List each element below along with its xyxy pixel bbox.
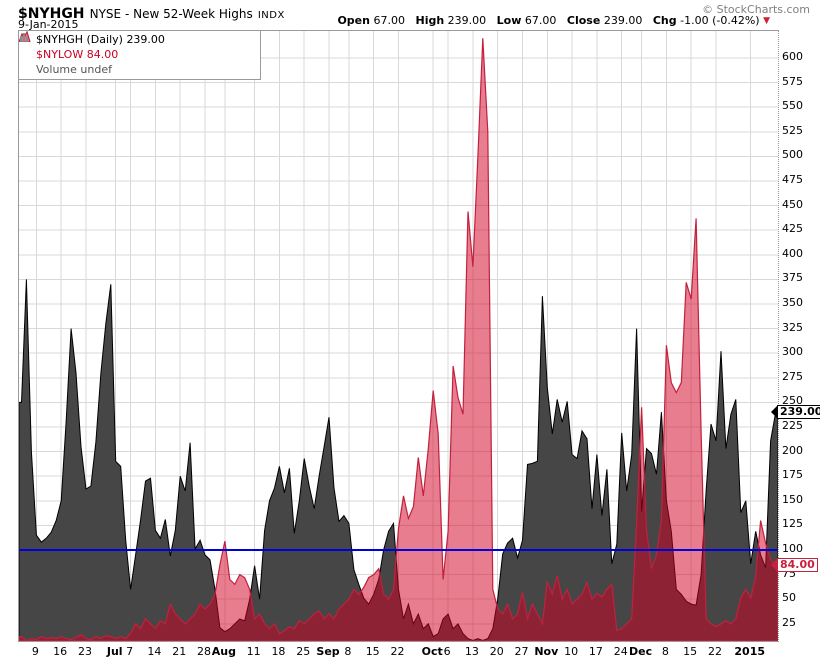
- x-axis-label: 8: [344, 645, 352, 658]
- plot-svg: [19, 31, 778, 641]
- marker-value: 239.00: [777, 405, 820, 420]
- x-axis-label: 15: [683, 645, 698, 658]
- open-value: 67.00: [373, 14, 405, 27]
- x-axis-label: 16: [53, 645, 68, 658]
- volume-legend-value: undef: [80, 63, 112, 76]
- y-axis-label: 600: [782, 50, 803, 63]
- y-axis-label: 125: [782, 517, 803, 531]
- x-axis-label: 11: [246, 645, 261, 658]
- y-axis-label: 400: [782, 246, 803, 260]
- legend-row-nylow: $NYLOW 84.00: [19, 31, 260, 62]
- volume-legend-label: Volume: [36, 63, 77, 76]
- chart-title: $NYHGH NYSE - New 52-Week Highs INDX: [18, 3, 285, 22]
- plot-area: $NYHGH (Daily) 239.00 $NYLOW 84.00 Volum…: [18, 30, 779, 642]
- x-axis-label: 14: [147, 645, 162, 658]
- x-axis-label: 24: [613, 645, 628, 658]
- x-axis-label: Sep: [316, 645, 340, 658]
- y-axis-label: 450: [782, 197, 803, 211]
- open-label: Open: [337, 14, 370, 27]
- y-axis-label: 25: [782, 615, 796, 629]
- high-label: High: [415, 14, 445, 27]
- y-axis-label: 200: [782, 443, 803, 457]
- y-axis-label: 375: [782, 271, 803, 285]
- volume-bars-icon: [20, 33, 34, 75]
- x-axis-label: 7: [126, 645, 134, 658]
- close-value: 239.00: [603, 14, 643, 27]
- chart-legend: $NYHGH (Daily) 239.00 $NYLOW 84.00 Volum…: [19, 31, 261, 80]
- nylow-legend-label: $NYLOW: [36, 48, 84, 61]
- x-axis-label: Aug: [211, 645, 236, 658]
- exchange-description: NYSE - New 52-Week Highs: [89, 7, 253, 21]
- x-axis-label: 10: [564, 645, 579, 658]
- close-label: Close: [566, 14, 601, 27]
- change-label: Chg: [652, 14, 677, 27]
- price-marker-nylow: 84.00: [771, 557, 818, 572]
- x-axis-label: 8: [661, 645, 669, 658]
- x-axis-label: 2015: [734, 645, 766, 658]
- nyhgh-legend-value: 239.00: [126, 33, 165, 46]
- y-axis-label: 300: [782, 345, 803, 359]
- y-axis-label: 425: [782, 222, 803, 236]
- nylow-legend-value: 84.00: [86, 48, 119, 61]
- change-value: -1.00 (-0.42%): [680, 14, 760, 27]
- low-label: Low: [496, 14, 522, 27]
- marker-arrow-icon: [771, 558, 777, 571]
- nylow-area-icon: [19, 31, 34, 60]
- legend-row-nyhgh: $NYHGH (Daily) 239.00: [19, 31, 260, 47]
- nyhgh-legend-label: $NYHGH (Daily): [36, 33, 123, 46]
- x-axis-label: Nov: [534, 645, 559, 658]
- x-axis-label: Jul: [106, 645, 123, 658]
- y-axis-label: 525: [782, 123, 803, 137]
- x-axis-label: 23: [77, 645, 92, 658]
- y-axis-label: 500: [782, 148, 803, 162]
- x-axis-label: 27: [514, 645, 529, 658]
- x-axis-label: 9: [31, 645, 39, 658]
- change-down-arrow-icon: ▼: [763, 16, 770, 26]
- ohlc-quote-line: Open 67.00 High 239.00 Low 67.00 Close 2…: [337, 14, 770, 27]
- x-axis-label: Oct: [421, 645, 443, 658]
- x-axis-label: 21: [172, 645, 187, 658]
- y-axis-label: 325: [782, 320, 803, 334]
- x-axis-label: 22: [707, 645, 722, 658]
- symbol-label: $NYHGH: [18, 6, 85, 22]
- y-axis-label: 175: [782, 468, 803, 482]
- x-axis-label: Dec: [629, 645, 653, 658]
- legend-row-volume: Volume undef: [20, 33, 260, 77]
- x-axis-label: 22: [390, 645, 405, 658]
- y-axis-label: 150: [782, 492, 803, 506]
- y-axis-label: 575: [782, 74, 803, 88]
- x-axis-label: 20: [489, 645, 504, 658]
- chart-date: 9-Jan-2015: [18, 18, 79, 31]
- y-axis-label: 550: [782, 99, 803, 113]
- y-axis-label: 275: [782, 369, 803, 383]
- low-value: 67.00: [524, 14, 557, 27]
- x-axis-label: 28: [197, 645, 212, 658]
- x-axis-label: 18: [271, 645, 286, 658]
- x-axis-label: 17: [588, 645, 603, 658]
- price-marker-nyhgh: 239.00: [771, 405, 820, 420]
- x-axis-label: 6: [443, 645, 451, 658]
- y-axis-label: 250: [782, 394, 803, 408]
- y-axis-label: 225: [782, 419, 803, 432]
- x-axis-label: 15: [365, 645, 380, 658]
- y-axis-label: 475: [782, 173, 803, 186]
- y-axis-label: 50: [782, 591, 796, 605]
- index-type-tag: INDX: [257, 10, 285, 21]
- x-axis-label: 25: [296, 645, 311, 658]
- high-value: 239.00: [447, 14, 487, 27]
- marker-value: 84.00: [777, 557, 818, 572]
- x-axis-label: 13: [464, 645, 479, 658]
- marker-arrow-icon: [771, 406, 777, 419]
- copyright-label: © StockCharts.com: [702, 3, 810, 16]
- y-axis-label: 350: [782, 296, 803, 309]
- y-axis-label: 100: [782, 542, 803, 555]
